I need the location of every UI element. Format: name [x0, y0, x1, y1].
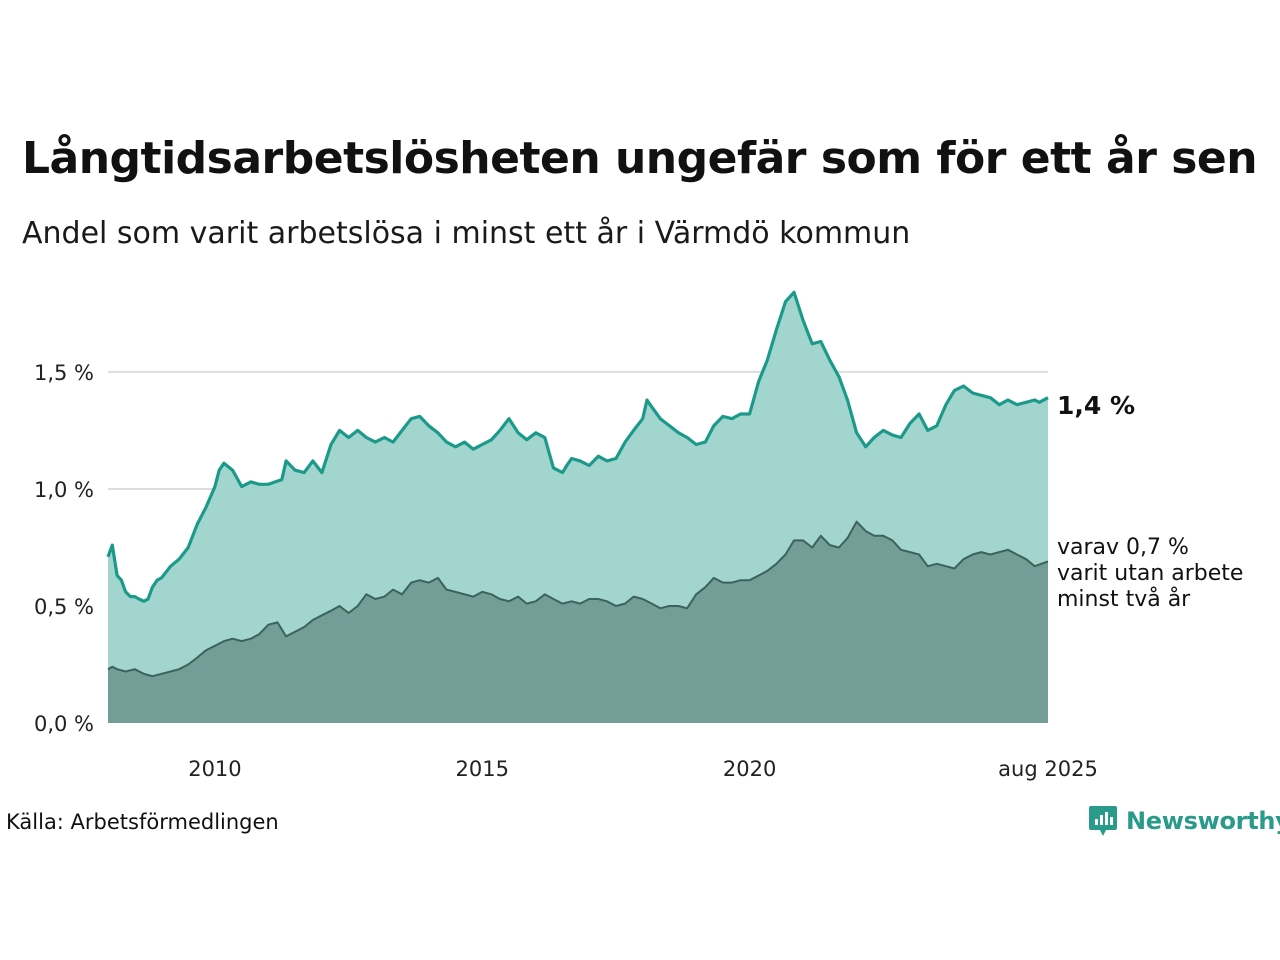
end-labels: 1,4 % varav 0,7 % varit utan arbete mins…: [1057, 391, 1243, 612]
end-label-sub-line2: varit utan arbete: [1057, 561, 1243, 586]
newsworthy-logo-text: Newsworthy: [1126, 807, 1280, 835]
series-line-two: [107, 520, 1049, 678]
y-tick-label: 1,0 %: [34, 478, 94, 502]
area-chart: 0,0 % 0,5 % 1,0 % 1,5 % 2010 2015 2020 aug 202…: [34, 290, 1243, 781]
newsworthy-logo-icon: [1089, 806, 1117, 836]
source-note: Källa: Arbetsförmedlingen: [6, 810, 279, 834]
x-tick-label: 2020: [723, 757, 776, 781]
x-tick-label: aug 2025: [998, 757, 1098, 781]
y-tick-label: 1,5 %: [34, 361, 94, 385]
area-layer: [108, 292, 1048, 723]
area-two: [108, 521, 1048, 723]
y-axis: 0,0 % 0,5 % 1,0 % 1,5 %: [34, 361, 94, 736]
chart-title: Långtidsarbetslösheten ungefär som för e…: [22, 133, 1258, 184]
end-label-sub-line1: varav 0,7 %: [1057, 535, 1189, 560]
end-label-sub-line3: minst två år: [1057, 586, 1191, 612]
line-layer: [106, 290, 1049, 678]
y-tick-label: 0,0 %: [34, 712, 94, 736]
x-tick-label: 2010: [188, 757, 241, 781]
x-tick-label: 2015: [456, 757, 509, 781]
newsworthy-logo[interactable]: Newsworthy: [1088, 804, 1280, 838]
series-line-long: [106, 290, 1049, 603]
x-axis: 2010 2015 2020 aug 2025: [188, 757, 1098, 781]
chart-subtitle: Andel som varit arbetslösa i minst ett å…: [22, 216, 911, 251]
y-tick-label: 0,5 %: [34, 595, 94, 619]
end-label-main: 1,4 %: [1057, 391, 1135, 420]
